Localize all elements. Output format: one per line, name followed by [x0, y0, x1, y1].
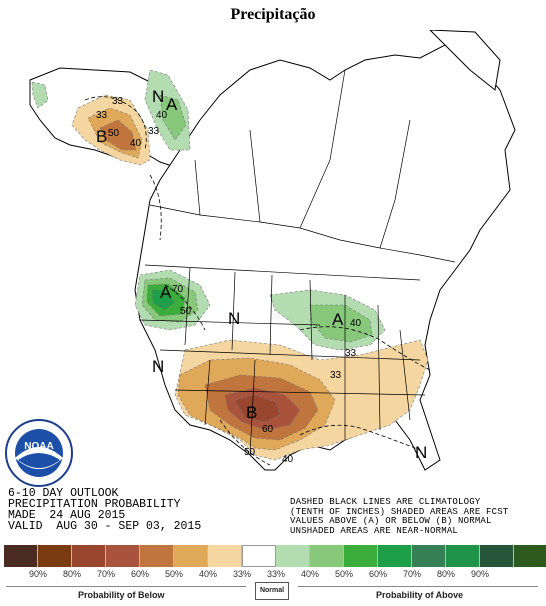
legend-swatch: [106, 545, 140, 567]
label-a-alaska: A: [166, 95, 178, 114]
noaa-logo: NOAA: [5, 419, 73, 487]
south-below-70: [234, 394, 281, 423]
outlook-line-1: 6-10 DAY OUTLOOK: [8, 487, 119, 500]
legend-color-bar: [4, 545, 546, 567]
alaska-above-region-inner: [159, 94, 187, 141]
legend-below-percent: 50%: [164, 569, 183, 579]
label-b-alaska: B: [96, 127, 107, 146]
legend-above-percent: 60%: [368, 569, 387, 579]
value-ak-33b: 33: [148, 126, 160, 137]
value-ak-33a: 33: [112, 96, 124, 107]
map-title: Precipitação: [230, 6, 316, 23]
legend-swatch: [276, 545, 310, 567]
label-n-west: N: [152, 357, 164, 376]
legend-above-percent: 33%: [266, 569, 285, 579]
legend-swatch: [514, 545, 546, 567]
outlook-map: A N B A N A N B N 33 40 33 50 33 40 70 5…: [29, 30, 516, 471]
above-bracket: [298, 586, 538, 587]
value-nw-50: 50: [180, 306, 192, 317]
below-label: Probability of Below: [78, 590, 165, 600]
label-n-alaska: N: [152, 87, 164, 106]
value-ak-33c: 33: [96, 110, 108, 121]
contour-values: 33 40 33 50 33 40 70 50 40 33 33 60 50 4…: [96, 96, 362, 465]
noaa-logo-text: NOAA: [24, 441, 53, 452]
map-note: DASHED BLACK LINES ARE CLIMATOLOGY (TENTH…: [290, 497, 509, 536]
outlook-line-2: PRECIPITATION PROBABILITY: [8, 498, 181, 511]
note-line-4: UNSHADED AREAS ARE NEAR-NORMAL: [290, 525, 459, 536]
greenland-landmass: [429, 30, 501, 91]
legend-above-percent: 40%: [300, 569, 319, 579]
label-n-southeast: N: [415, 443, 427, 462]
legend-above-percent: 70%: [402, 569, 421, 579]
legend-above-percent: 50%: [334, 569, 353, 579]
political-borders: [139, 69, 456, 456]
legend-below-percent: 40%: [198, 569, 217, 579]
legend-swatch: [446, 545, 480, 567]
alaska-below-region-inner: [99, 119, 137, 151]
value-nw-70: 70: [172, 284, 184, 295]
value-s-40: 40: [282, 454, 294, 465]
note-line-3: VALUES ABOVE (A) OR BELOW (B) NORMAL: [290, 516, 492, 526]
legend-swatch: [72, 545, 106, 567]
northwest-above-core: [151, 289, 176, 311]
legend-swatch: [310, 545, 344, 567]
great-lakes-above-inner: [309, 304, 373, 343]
legend-above-percent: 90%: [470, 569, 489, 579]
value-s-60: 60: [262, 424, 274, 435]
label-n-north-plains: N: [228, 309, 240, 328]
legend-swatch: [378, 545, 412, 567]
note-line-2: (TENTH OF INCHES) SHADED AREAS ARE FCST: [290, 506, 509, 517]
legend-below-percent: 33%: [232, 569, 251, 579]
climatology-lines: [84, 96, 431, 466]
value-ak-40: 40: [156, 110, 168, 121]
label-b-south: B: [246, 403, 257, 422]
note-line-1: DASHED BLACK LINES ARE CLIMATOLOGY: [290, 497, 481, 507]
below-bracket: [6, 586, 246, 587]
legend-swatch: [412, 545, 446, 567]
legend-below-percent: 70%: [96, 569, 115, 579]
legend-swatch: [38, 545, 72, 567]
legend-swatch: [140, 545, 174, 567]
value-gl-33: 33: [345, 348, 357, 359]
value-s-50: 50: [244, 447, 256, 458]
value-ak-40b: 40: [130, 138, 142, 149]
legend-swatch: [344, 545, 378, 567]
legend-swatch: [480, 545, 514, 567]
alaska-west-above: [31, 81, 49, 109]
legend-swatch: [208, 545, 242, 567]
legend-swatch: [174, 545, 208, 567]
legend-above-percent: 80%: [436, 569, 455, 579]
legend-below-percent: 60%: [130, 569, 149, 579]
legend-swatch: [242, 545, 276, 567]
normal-label: Normal: [255, 582, 289, 600]
label-a-northwest: A: [160, 283, 172, 302]
category-labels: A N B A N A N B N: [96, 87, 427, 462]
outlook-line-3: MADE 24 AUG 2015: [8, 509, 126, 522]
above-label: Probability of Above: [376, 590, 464, 600]
value-ak-50a: 50: [108, 128, 120, 139]
label-a-great-lakes: A: [332, 310, 344, 329]
legend-below-percent: 80%: [62, 569, 81, 579]
value-gl-40: 40: [350, 318, 362, 329]
legend-below-percent: 90%: [28, 569, 47, 579]
outlook-info: 6-10 DAY OUTLOOK PRECIPITATION PROBABILIT…: [8, 487, 202, 533]
outlook-line-4: VALID AUG 30 - SEP 03, 2015: [8, 520, 202, 533]
legend-swatch: [4, 545, 38, 567]
value-s-33: 33: [330, 370, 342, 381]
